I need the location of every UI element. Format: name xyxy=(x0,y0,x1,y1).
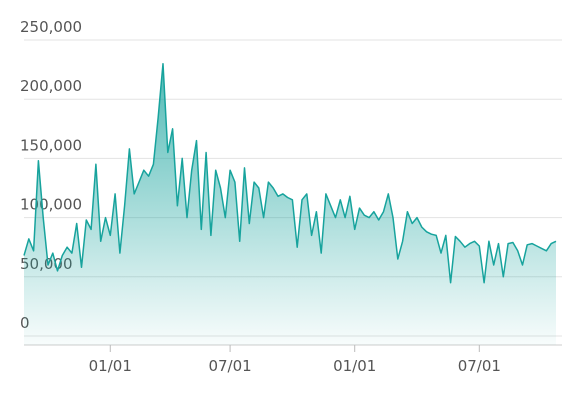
area-fill xyxy=(24,63,556,345)
y-tick-label: 200,000 xyxy=(20,77,82,95)
x-tick-label: 07/01 xyxy=(208,357,251,375)
area-line xyxy=(23,62,557,284)
y-tick-label: 100,000 xyxy=(20,196,82,214)
x-tick-label: 01/01 xyxy=(89,357,132,375)
x-tick-label: 07/01 xyxy=(458,357,501,375)
y-tick-label: 250,000 xyxy=(20,18,82,36)
x-tick-label: 01/01 xyxy=(333,357,376,375)
y-tick-label: 150,000 xyxy=(20,136,82,154)
